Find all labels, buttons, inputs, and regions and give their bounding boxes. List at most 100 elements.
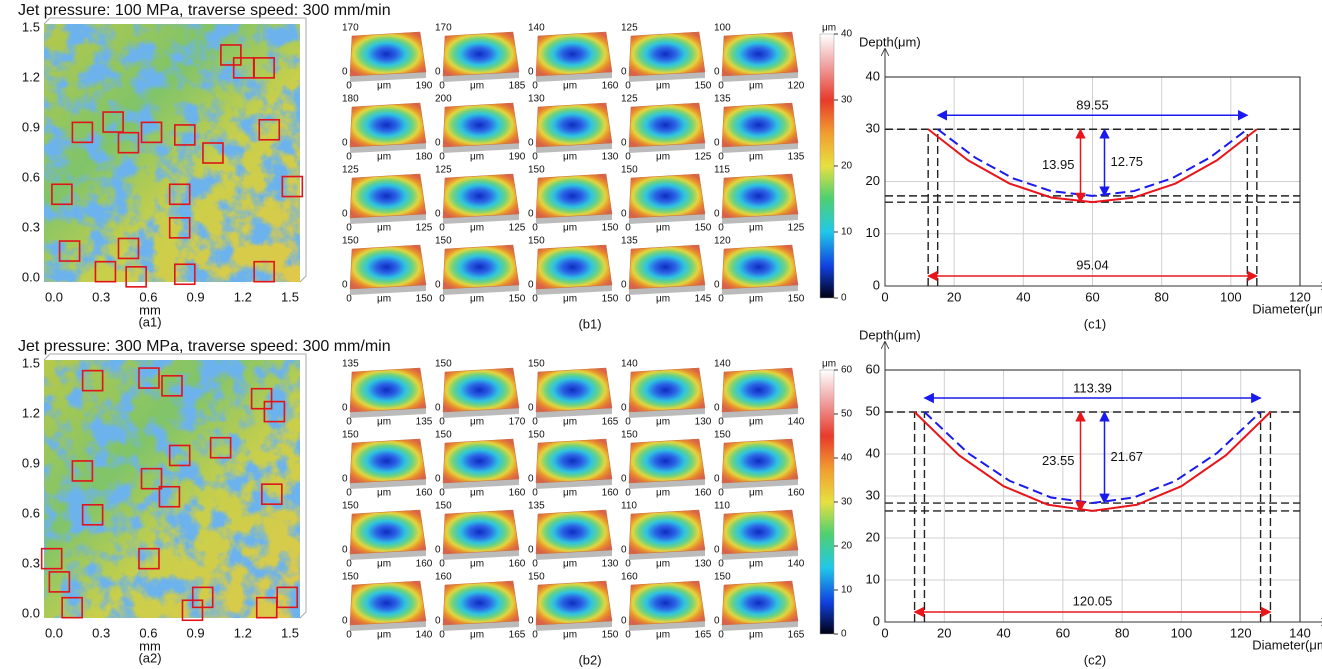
- crater-surface: [722, 32, 798, 76]
- figure: Jet pressure: 100 MPa, traverse speed: 3…: [0, 0, 1322, 669]
- x-max-label: 160: [695, 488, 712, 499]
- x-tick-label: 0.3: [92, 625, 110, 640]
- panel-label: (a1): [138, 314, 161, 329]
- panel-title: Jet pressure: 100 MPa, traverse speed: 3…: [18, 2, 391, 19]
- x-zero-label: 0: [625, 81, 631, 92]
- x-zero-label: 0: [346, 223, 352, 234]
- panel-label: (a2): [138, 650, 161, 665]
- x-max-label: 160: [416, 488, 433, 499]
- x-tick-label: 0.0: [45, 289, 63, 304]
- x-unit-label: μm: [656, 488, 670, 499]
- z-max-label: 140: [621, 359, 638, 370]
- crater-surface: [629, 439, 705, 483]
- x-max-label: 150: [602, 223, 619, 234]
- z-zero-label: 0: [714, 545, 720, 556]
- y-tick-label: 50: [866, 403, 880, 418]
- x-zero-label: 0: [439, 152, 445, 163]
- x-unit-label: μm: [470, 223, 484, 234]
- z-max-label: 140: [528, 23, 545, 34]
- x-unit-label: μm: [749, 81, 763, 92]
- y-tick-label: 20: [866, 529, 880, 544]
- x-zero-label: 0: [439, 223, 445, 234]
- colorbar-unit: μm: [822, 23, 836, 34]
- crater-surface: [536, 245, 612, 289]
- x-zero-label: 0: [625, 152, 631, 163]
- y-tick-label: 0.0: [22, 269, 40, 284]
- x-tick-label: 40: [1016, 289, 1030, 304]
- z-zero-label: 0: [714, 138, 720, 149]
- crater-surface: [350, 439, 426, 483]
- surface-texture: [44, 24, 300, 282]
- crater-surface: [350, 368, 426, 412]
- x-max-label: 140: [788, 417, 805, 428]
- x-tick-label: 100: [1220, 289, 1242, 304]
- colorbar-tick-label: 40: [841, 453, 853, 464]
- x-unit-label: μm: [470, 294, 484, 305]
- z-max-label: 150: [435, 501, 452, 512]
- x-max-label: 125: [509, 223, 526, 234]
- x-tick-label: 1.2: [234, 625, 252, 640]
- panel-label: (c1): [1084, 316, 1106, 331]
- x-max-label: 135: [788, 152, 805, 163]
- z-max-label: 150: [435, 236, 452, 247]
- y-tick-label: 0.0: [22, 605, 40, 620]
- x-max-label: 160: [602, 488, 619, 499]
- x-tick-label: 0: [881, 289, 888, 304]
- y-tick-label: 0: [873, 277, 880, 292]
- x-unit-label: μm: [749, 223, 763, 234]
- y-tick-label: 40: [866, 445, 880, 460]
- x-max-label: 130: [695, 417, 712, 428]
- x-max-label: 190: [509, 152, 526, 163]
- y-tick-label: 10: [866, 225, 880, 240]
- z-zero-label: 0: [621, 616, 627, 627]
- z-zero-label: 0: [342, 280, 348, 291]
- z-zero-label: 0: [528, 403, 534, 414]
- z-zero-label: 0: [435, 67, 441, 78]
- x-unit-label: μm: [470, 559, 484, 570]
- colorbar-tick-label: 50: [841, 409, 853, 420]
- z-max-label: 120: [714, 236, 731, 247]
- x-unit-label: μm: [377, 294, 391, 305]
- crater-surface: [722, 439, 798, 483]
- x-unit-label: μm: [377, 81, 391, 92]
- crater-surface: [443, 368, 519, 412]
- x-max-label: 180: [416, 152, 433, 163]
- x-tick-label: 100: [1171, 625, 1193, 640]
- x-zero-label: 0: [532, 630, 538, 641]
- y-tick-label: 1.5: [22, 19, 40, 34]
- y-tick-label: 0.3: [22, 555, 40, 570]
- x-unit-label: μm: [470, 488, 484, 499]
- crater-surface: [536, 32, 612, 76]
- z-zero-label: 0: [435, 545, 441, 556]
- x-zero-label: 0: [346, 559, 352, 570]
- x-zero-label: 0: [346, 630, 352, 641]
- y-tick-label: 20: [866, 173, 880, 188]
- z-zero-label: 0: [621, 403, 627, 414]
- x-zero-label: 0: [346, 152, 352, 163]
- z-zero-label: 0: [714, 67, 720, 78]
- x-tick-label: 1.2: [234, 289, 252, 304]
- x-zero-label: 0: [718, 294, 724, 305]
- x-max-label: 125: [788, 223, 805, 234]
- x-unit-label: μm: [470, 152, 484, 163]
- z-max-label: 135: [714, 94, 731, 105]
- x-zero-label: 0: [346, 417, 352, 428]
- x-unit-label: μm: [656, 223, 670, 234]
- x-max-label: 160: [416, 559, 433, 570]
- z-zero-label: 0: [714, 403, 720, 414]
- x-max-label: 150: [416, 294, 433, 305]
- x-zero-label: 0: [532, 223, 538, 234]
- z-zero-label: 0: [714, 280, 720, 291]
- x-tick-label: 0.9: [187, 289, 205, 304]
- crater-surface: [536, 510, 612, 554]
- z-zero-label: 0: [528, 474, 534, 485]
- x-tick-label: 1.5: [281, 625, 299, 640]
- crater-surface: [629, 32, 705, 76]
- z-max-label: 150: [528, 430, 545, 441]
- z-max-label: 160: [435, 572, 452, 583]
- z-max-label: 150: [342, 430, 359, 441]
- z-max-label: 150: [435, 430, 452, 441]
- crater-surface: [536, 581, 612, 625]
- x-zero-label: 0: [346, 81, 352, 92]
- x-unit-label: μm: [749, 559, 763, 570]
